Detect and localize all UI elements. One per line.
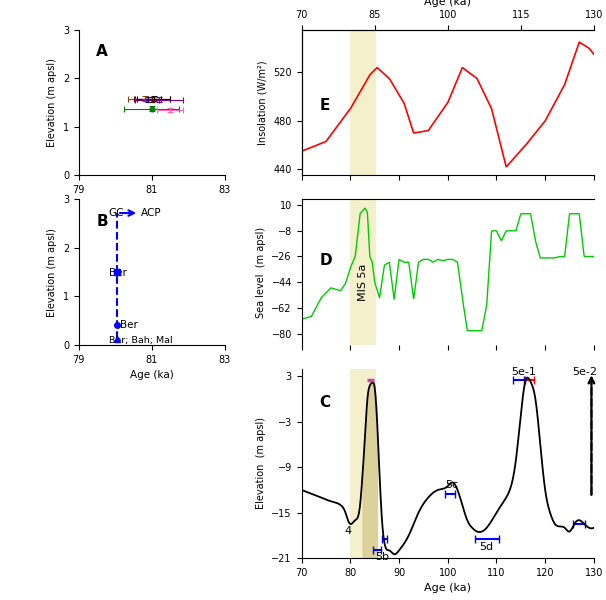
Text: 5b: 5b [376, 552, 390, 562]
Y-axis label: Elevation (m apsl): Elevation (m apsl) [47, 58, 57, 147]
Text: ACP: ACP [141, 208, 162, 218]
Y-axis label: Sea level  (m apsl): Sea level (m apsl) [256, 227, 266, 318]
X-axis label: Age (ka): Age (ka) [130, 201, 174, 211]
X-axis label: Age (ka): Age (ka) [424, 583, 471, 593]
Bar [350, 199, 375, 345]
Text: 5e-2: 5e-2 [572, 367, 597, 377]
Text: MIS 5a: MIS 5a [358, 263, 367, 301]
Text: C: C [319, 395, 330, 410]
Text: Ber: Ber [108, 268, 127, 278]
Y-axis label: Insolation (W/m²): Insolation (W/m²) [258, 61, 268, 145]
Text: A: A [96, 44, 108, 59]
Bar [350, 369, 375, 558]
Text: 5d: 5d [479, 542, 493, 553]
Bar [350, 30, 375, 175]
Y-axis label: Elevation (m apsl): Elevation (m apsl) [47, 228, 57, 317]
X-axis label: Age (ka): Age (ka) [130, 370, 174, 380]
Text: Ber; Bah; Mal: Ber; Bah; Mal [108, 336, 172, 345]
Text: Ber: Ber [120, 320, 138, 331]
Y-axis label: Elevation  (m apsl): Elevation (m apsl) [256, 418, 266, 509]
Text: 4: 4 [344, 526, 351, 536]
Text: 5c: 5c [445, 481, 459, 490]
Text: B: B [96, 214, 108, 229]
X-axis label: Age (ka): Age (ka) [424, 0, 471, 7]
Text: D: D [319, 253, 332, 268]
Text: 5e-1: 5e-1 [511, 367, 536, 377]
Text: E: E [319, 98, 330, 113]
Text: GC: GC [108, 208, 124, 218]
